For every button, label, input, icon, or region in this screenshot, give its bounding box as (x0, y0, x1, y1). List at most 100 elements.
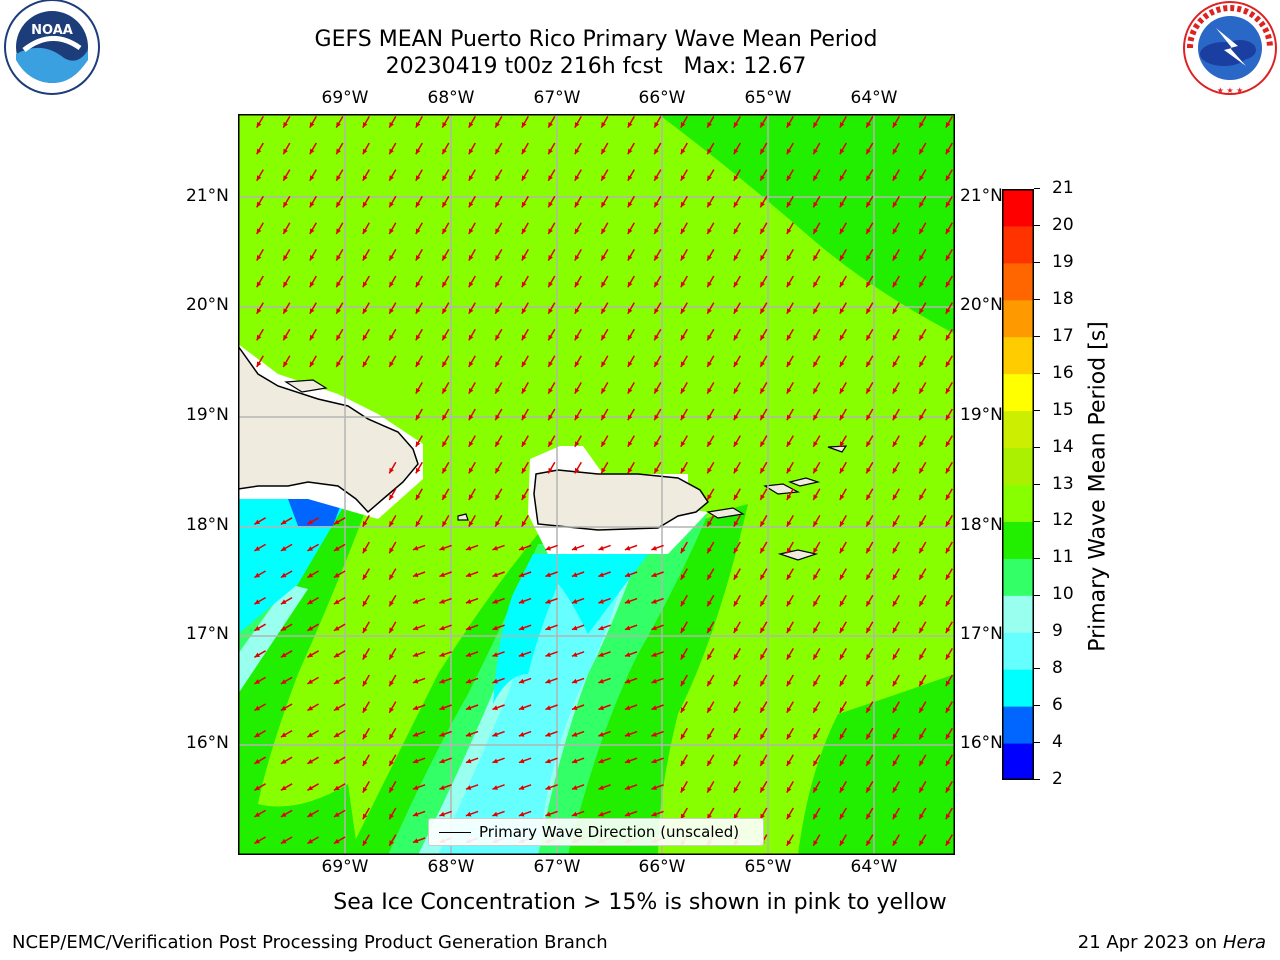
wave-arrow (865, 621, 874, 634)
wave-arrow (706, 222, 715, 235)
wave-arrow (918, 541, 927, 554)
wave-arrow (415, 195, 423, 208)
wave-arrow (865, 222, 874, 235)
wave-arrow (335, 142, 344, 155)
wave-arrow (651, 677, 664, 684)
colorbar-swatches (1002, 189, 1034, 781)
lon-label-bottom: 69°W (321, 857, 369, 877)
wave-arrow (441, 515, 450, 527)
wave-arrow (388, 515, 397, 527)
colorbar-tick-mark (1034, 409, 1040, 411)
wave-arrow (388, 355, 397, 368)
wave-arrow (492, 730, 505, 737)
wave-arrow (494, 355, 503, 368)
wave-arrow (468, 461, 476, 474)
wave-arrow (571, 571, 585, 578)
wave-arrow (412, 810, 426, 817)
wave-arrow (571, 784, 585, 790)
wave-arrow (465, 651, 479, 657)
wave-arrow (415, 142, 423, 155)
wave-arrow (624, 784, 638, 790)
wave-arrow (706, 169, 715, 182)
wave-arrow (307, 596, 319, 605)
wave-arrow (706, 488, 715, 501)
wave-arrow (494, 222, 503, 235)
wave-arrow (839, 621, 847, 634)
wave-arrow (307, 623, 319, 632)
wave-arrow (786, 674, 794, 687)
wave-arrow (839, 807, 847, 820)
wave-arrow (733, 435, 741, 448)
wave-arrow (918, 435, 927, 448)
wave-arrow (518, 651, 532, 657)
wave-arrow (786, 435, 794, 448)
wave-arrow (388, 488, 397, 501)
wave-arrow (680, 249, 688, 261)
wave-arrow (521, 355, 529, 368)
wave-arrow (892, 541, 900, 554)
wave-arrow (865, 674, 874, 687)
lon-label-bottom: 64°W (850, 857, 898, 877)
wave-arrow (759, 727, 768, 740)
wave-arrow (627, 142, 635, 155)
wave-arrow (362, 701, 370, 714)
map-subtitle: 20230419 t00z 216h fcst Max: 12.67 (385, 54, 807, 79)
wave-arrow (362, 568, 370, 581)
wave-arrow (280, 756, 293, 765)
wave-arrow (307, 783, 319, 791)
wave-arrow (733, 249, 741, 261)
wave-arrow (733, 568, 741, 581)
wave-arrow (680, 621, 688, 634)
wave-arrow (439, 624, 452, 631)
wave-arrow (571, 624, 585, 631)
colorbar-swatch (1002, 447, 1034, 485)
wave-arrow (468, 435, 476, 448)
wave-arrow (651, 704, 664, 711)
wave-arrow (839, 727, 847, 740)
wave-arrow (759, 594, 768, 607)
wave-arrow (812, 382, 821, 394)
wave-arrow (945, 328, 953, 341)
wave-arrow (412, 704, 426, 711)
wave-arrow (812, 541, 821, 554)
wave-arrow (412, 597, 426, 604)
wave-arrow (280, 570, 293, 579)
wave-arrow (627, 408, 635, 421)
wave-arrow (362, 648, 370, 660)
wave-arrow (918, 781, 927, 793)
wave-arrow (945, 834, 953, 847)
wave-arrow (839, 222, 847, 235)
wave-arrow (547, 249, 556, 261)
wave-arrow (733, 142, 741, 155)
wave-arrow (706, 727, 715, 740)
wave-arrow (335, 328, 344, 341)
wave-arrow (786, 541, 794, 554)
wave-arrow (680, 328, 688, 341)
wave-arrow (333, 543, 346, 552)
wave-arrow (624, 704, 638, 711)
wave-arrow (812, 568, 821, 581)
wave-arrow (439, 704, 452, 711)
wave-arrow (280, 623, 293, 632)
wave-arrow (468, 408, 476, 421)
wave-arrow (680, 355, 688, 368)
wave-arrow (865, 541, 874, 554)
wave-arrow (651, 784, 664, 790)
wave-arrow (439, 651, 452, 657)
wave-arrow (521, 328, 529, 341)
wave-arrow (812, 116, 821, 128)
lat-label-left: 19°N (186, 405, 229, 425)
wave-arrow (254, 703, 266, 712)
wave-arrow (892, 169, 900, 182)
wave-arrow (918, 621, 927, 634)
wave-arrow (945, 355, 953, 368)
wave-arrow (362, 169, 370, 182)
wave-arrow (653, 249, 662, 261)
wave-arrow (388, 195, 397, 208)
colorbar-tick-mark (1034, 483, 1040, 485)
wave-arrow (362, 754, 370, 767)
wave-arrow (892, 515, 900, 527)
wave-arrow (892, 461, 900, 474)
wave-arrow (651, 597, 664, 604)
wave-arrow (256, 116, 264, 128)
